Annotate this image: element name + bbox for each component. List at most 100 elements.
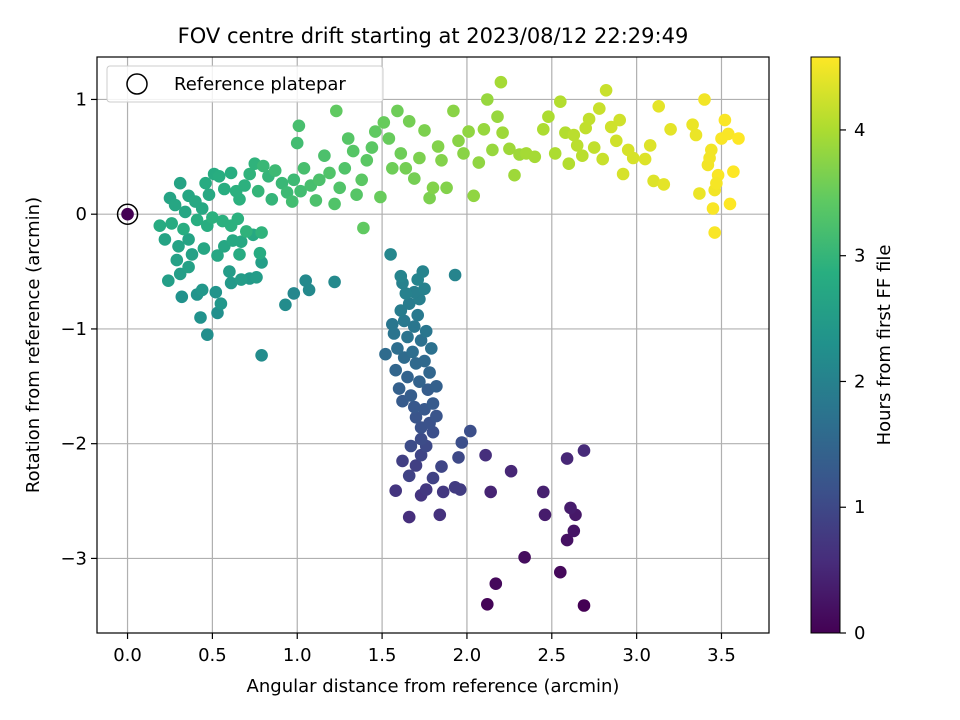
data-point xyxy=(338,162,352,175)
data-point xyxy=(365,141,379,154)
data-point xyxy=(503,142,516,156)
data-point xyxy=(706,202,720,215)
data-point xyxy=(369,125,382,138)
data-point xyxy=(718,113,732,127)
data-point xyxy=(489,577,503,590)
data-point xyxy=(554,95,567,108)
y-tick-label: −3 xyxy=(60,548,87,569)
legend-marker-icon xyxy=(126,73,148,95)
data-point xyxy=(435,154,448,167)
colorbar-ticks: 0 1 2 3 4 xyxy=(840,120,865,644)
data-point xyxy=(423,366,436,379)
reference-point xyxy=(121,207,134,221)
data-point xyxy=(313,173,326,187)
data-point xyxy=(418,282,431,296)
data-point xyxy=(158,233,172,246)
data-point xyxy=(596,152,609,166)
data-point xyxy=(518,551,531,564)
data-point xyxy=(613,113,626,127)
data-point xyxy=(209,285,223,299)
data-point xyxy=(448,268,462,282)
colorbar-gradient xyxy=(810,56,841,634)
data-point xyxy=(577,599,591,612)
data-point xyxy=(243,167,256,181)
data-point xyxy=(355,173,369,187)
data-point xyxy=(616,167,630,181)
colorbar-tick-label: 3 xyxy=(854,246,865,267)
data-point xyxy=(346,144,360,158)
data-point xyxy=(447,104,460,118)
x-tick-label: 0.5 xyxy=(198,645,227,666)
data-point xyxy=(430,409,443,423)
data-point xyxy=(201,328,214,342)
data-point xyxy=(423,191,436,205)
data-point xyxy=(409,459,423,472)
data-point xyxy=(433,508,447,522)
data-point xyxy=(287,287,301,300)
data-point xyxy=(537,485,550,499)
data-point xyxy=(391,342,404,355)
y-axis-label: Rotation from reference (arcmin) xyxy=(23,197,44,493)
data-point xyxy=(436,485,450,499)
data-point xyxy=(172,240,185,253)
data-point xyxy=(440,181,453,195)
data-point xyxy=(330,104,343,118)
data-point xyxy=(413,375,426,389)
data-point xyxy=(638,152,652,166)
data-point xyxy=(379,347,392,361)
data-point xyxy=(647,174,660,188)
data-point xyxy=(265,193,279,206)
x-tick-label: 1.0 xyxy=(283,645,312,666)
data-point xyxy=(562,157,576,170)
data-point xyxy=(560,533,574,547)
x-tick-label: 0.0 xyxy=(113,645,142,666)
data-point xyxy=(202,188,216,201)
data-point xyxy=(240,225,253,238)
data-point xyxy=(577,444,591,457)
data-point xyxy=(537,123,550,136)
y-tick-label: −2 xyxy=(60,434,87,455)
data-point xyxy=(462,125,475,138)
data-point xyxy=(401,370,414,384)
data-point xyxy=(418,354,431,368)
data-point xyxy=(464,424,477,438)
data-point xyxy=(275,176,289,190)
data-point xyxy=(528,150,542,164)
data-point xyxy=(177,222,190,236)
x-tick-label: 1.5 xyxy=(368,645,397,666)
data-point xyxy=(406,345,419,359)
data-point xyxy=(452,451,465,464)
x-tick-label: 2.5 xyxy=(537,645,566,666)
data-point xyxy=(391,104,404,118)
x-tick-label: 3.0 xyxy=(622,645,651,666)
data-point xyxy=(377,116,391,129)
reference-marker xyxy=(116,203,139,225)
data-point xyxy=(604,120,618,134)
data-point xyxy=(548,147,562,160)
data-point xyxy=(732,132,745,145)
y-tick-label: 1 xyxy=(76,89,87,110)
x-axis-ticks: 0.0 0.5 1.0 1.5 2.0 2.5 3.0 3.5 xyxy=(113,633,736,666)
data-point xyxy=(231,212,245,226)
data-point xyxy=(255,349,268,362)
data-point xyxy=(396,454,409,468)
data-point xyxy=(554,565,567,579)
data-point xyxy=(455,436,469,449)
data-point xyxy=(564,501,577,515)
data-point xyxy=(287,173,301,187)
data-point xyxy=(479,448,492,462)
data-point xyxy=(404,439,418,453)
data-point xyxy=(426,397,440,410)
data-point xyxy=(560,452,574,465)
data-point xyxy=(218,182,231,196)
data-point xyxy=(413,151,426,165)
data-point xyxy=(435,460,448,473)
data-point xyxy=(457,147,470,160)
data-point xyxy=(173,267,187,281)
legend: Reference platepar xyxy=(106,65,384,103)
data-point xyxy=(414,448,428,462)
data-point xyxy=(223,265,236,278)
data-point xyxy=(384,248,397,261)
data-point xyxy=(453,483,467,496)
